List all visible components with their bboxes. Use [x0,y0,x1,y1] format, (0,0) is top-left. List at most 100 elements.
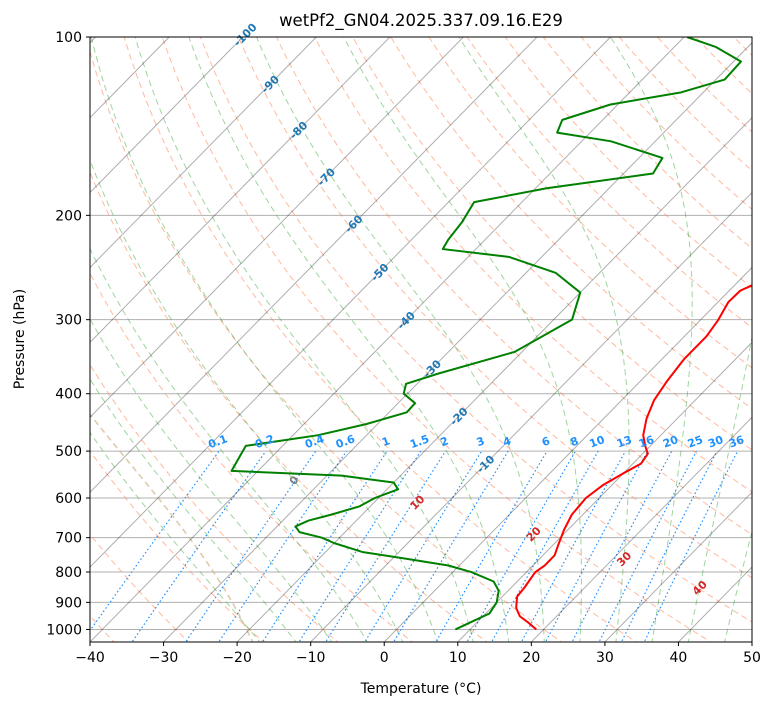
x-tick-label--40: −40 [75,650,105,666]
plot-frame [89,36,753,643]
mixing-ratio-label-30: 30 [706,433,725,451]
dry-adiabat-30 [123,37,638,642]
y-tick-label-600: 600 [55,491,82,507]
isotherm-10 [457,341,752,642]
moist-adiabat-0 [90,158,404,642]
moist-adiabat--5 [90,247,368,642]
x-tick-label-20: 20 [522,650,540,666]
temperature-profile [515,284,752,631]
dry-adiabat-130 [504,37,752,289]
x-tick-label--30: −30 [149,650,179,666]
isotherm-0 [383,266,752,642]
dry-adiabat-60 [237,37,752,579]
isotherm--10 [309,191,752,642]
moist-adiabat-40 [687,334,752,642]
y-tick-label-200: 200 [55,208,82,224]
dry-adiabat-70 [275,37,752,536]
mixing-ratio-line-0.2 [131,450,267,642]
isotherms [90,37,752,642]
mixing-ratio-line-6 [435,450,548,642]
mixing-ratio-label-4: 4 [501,434,513,449]
dry-adiabat-50 [199,37,752,623]
mixing-ratio-label-25: 25 [686,433,705,450]
mixing-ratio-label-1.5: 1.5 [408,432,431,451]
dry-adiabat-80 [314,37,752,493]
mixing-ratio-line-0.6 [218,450,348,642]
dry-adiabat-40 [161,37,712,642]
y-tick-label-100: 100 [55,30,82,46]
mixing-ratio-line-2 [325,450,447,642]
axes: −40 −30 −20 −10 0 10 20 30 40 50 1000 900 800 700 600 5… [46,30,761,666]
mixing-ratio-label-6: 6 [540,434,552,449]
mixing-ratio-line-25 [598,450,697,642]
chart-title: wetPf2_GN04.2025.337.09.16.E29 [279,11,563,31]
moist-adiabat-25 [343,37,582,642]
moist-adiabat--10 [90,318,333,642]
mixing-ratio-label-1: 1 [380,434,392,449]
y-tick-label-300: 300 [55,313,82,329]
moist-adiabat-15 [188,37,510,642]
dry-adiabats [90,37,752,642]
moist-adiabat-10 [134,37,474,642]
isotherm--60 [90,37,538,493]
mixing-ratio-line-1.5 [298,450,422,642]
y-tick-label-500: 500 [55,444,82,460]
moist-adiabat--20 [90,431,261,642]
dry-adiabat-110 [428,37,752,369]
isotherm-20 [530,416,752,642]
y-tick-label-800: 800 [55,565,82,581]
mixing-ratio-label-20: 20 [661,433,680,451]
mixing-ratio-line-1 [261,450,388,642]
x-tick-label-50: 50 [743,650,761,666]
x-tick-label-0: 0 [380,650,389,666]
isotherm--80 [90,37,391,344]
mixing-ratio-label-16: 16 [637,433,656,451]
isotherm--30 [162,42,752,642]
moist-adiabat-30 [458,37,630,642]
x-axis-label: Temperature (°C) [360,681,482,697]
y-tick-label-400: 400 [55,387,82,403]
isotherm-30 [604,491,752,642]
mixing-ratio-label-10: 10 [588,433,607,451]
mixing-ratio-label-0.2: 0.2 [253,432,276,451]
mixing-ratio-label-36: 36 [727,433,746,451]
dewpoint-profile [230,37,742,631]
mixing-ratio-line-0.4 [184,450,317,642]
mixing-ratio-line-0.1 [90,450,220,632]
moist-adiabat--15 [90,378,297,642]
moist-adiabats [90,37,752,642]
isotherm--70 [90,37,465,419]
moist-adiabat-5 [90,37,439,642]
mixing-ratio-label-13: 13 [615,433,634,450]
isotherm--100 [90,37,244,194]
mixing-ratio-label-2: 2 [439,434,451,449]
dry-adiabat-100 [390,37,752,410]
y-tick-label-1000: 1000 [46,622,82,638]
mixing-ratio-line-13 [520,450,627,642]
x-tick-label-30: 30 [596,650,614,666]
dry-adiabat-90 [352,37,752,451]
mixing-ratio-label-0.4: 0.4 [303,432,326,451]
y-tick-label-900: 900 [55,595,82,611]
dry-adiabat-10 [90,171,488,642]
dry-adiabat--20 [90,450,264,642]
dry-adiabat-20 [90,49,563,642]
y-axis-label: Pressure (hPa) [12,289,28,389]
y-tick-label-700: 700 [55,531,82,547]
moist-adiabat-20 [256,37,545,642]
mixing-ratio-label-0.1: 0.1 [206,432,229,451]
mixing-ratio-lines [90,450,739,642]
mixing-ratio-label-0.6: 0.6 [334,432,357,451]
plot-area [90,37,752,642]
mixing-ratio-line-20 [571,450,673,642]
isotherm--40 [90,37,685,642]
dry-adiabat--10 [90,363,339,642]
mixing-ratio-label-8: 8 [569,434,581,449]
mixing-ratio-line-3 [364,450,483,642]
dry-adiabat-120 [466,37,752,329]
dry-adiabat-0 [90,272,414,642]
moist-adiabat-45 [724,529,752,642]
mixing-ratio-label-3: 3 [475,434,487,449]
x-tick-label-40: 40 [670,650,688,666]
